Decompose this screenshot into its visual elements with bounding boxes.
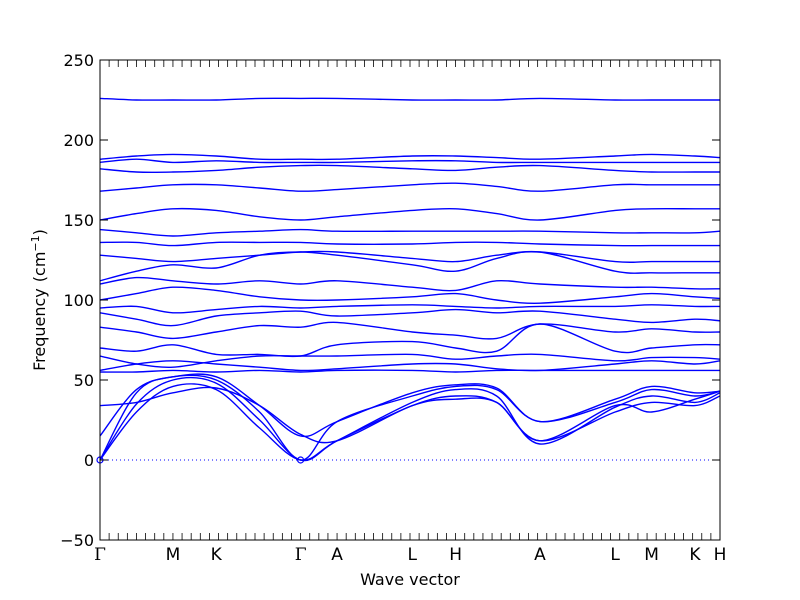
band-line-16: [100, 250, 720, 264]
x-kpoint-label-11: K: [689, 545, 701, 565]
x-kpoint-label-6: L: [408, 545, 418, 565]
band-line-10: [100, 321, 720, 340]
x-kpoint-label-5: A: [331, 545, 343, 565]
x-kpoint-label-8: A: [534, 545, 546, 565]
band-line-20: [100, 182, 720, 192]
band-line-1: [100, 377, 720, 462]
band-line-13: [100, 286, 720, 304]
y-tick-label-6: 200: [63, 131, 94, 150]
x-kpoint-label-7: H: [449, 545, 462, 565]
y-axis-title-main: Frequency: [30, 288, 49, 371]
band-line-18: [100, 228, 720, 237]
band-line-7: [100, 360, 720, 372]
y-tick-label-1: −50: [60, 531, 94, 550]
band-line-11: [100, 308, 720, 327]
band-line-9: [100, 323, 720, 358]
band-line-23: [100, 153, 720, 161]
gamma-point-marker-4: [296, 456, 305, 464]
x-axis-title: Wave vector: [360, 570, 460, 589]
band-line-15: [100, 250, 720, 282]
x-kpoint-label-1: Γ: [94, 545, 106, 565]
x-kpoint-label-10: M: [644, 545, 659, 565]
band-series-group: [100, 97, 720, 462]
x-kpoint-label-4: Γ: [295, 545, 307, 565]
y-tick-label-3: 50: [74, 371, 94, 390]
y-tick-label-7: 250: [63, 51, 94, 70]
y-axis-title-unit-sup: −1: [29, 235, 42, 251]
band-line-24: [100, 97, 720, 101]
band-line-12: [100, 304, 720, 314]
y-axis-title-unit: (cm: [30, 252, 49, 283]
x-kpoint-label-9: L: [610, 545, 620, 565]
y-axis-title-unit-close: ): [30, 229, 49, 235]
x-kpoint-label-12: H: [714, 545, 727, 565]
band-line-4: [100, 373, 720, 438]
y-tick-label-2: 0: [84, 451, 94, 470]
y-tick-label-4: 100: [63, 291, 94, 310]
band-line-19: [100, 207, 720, 221]
plot-area: [96, 97, 720, 464]
band-line-17: [100, 241, 720, 247]
x-kpoint-label-3: K: [211, 545, 223, 565]
band-line-14: [100, 276, 720, 292]
y-axis-title: Frequency (cm−1): [29, 229, 49, 371]
x-kpoint-label-2: M: [166, 545, 181, 565]
band-line-22: [100, 158, 720, 164]
band-line-6: [100, 369, 720, 373]
y-tick-label-5: 150: [63, 211, 94, 230]
band-line-5: [100, 386, 720, 444]
band-line-8: [100, 353, 720, 368]
band-line-21: [100, 164, 720, 174]
